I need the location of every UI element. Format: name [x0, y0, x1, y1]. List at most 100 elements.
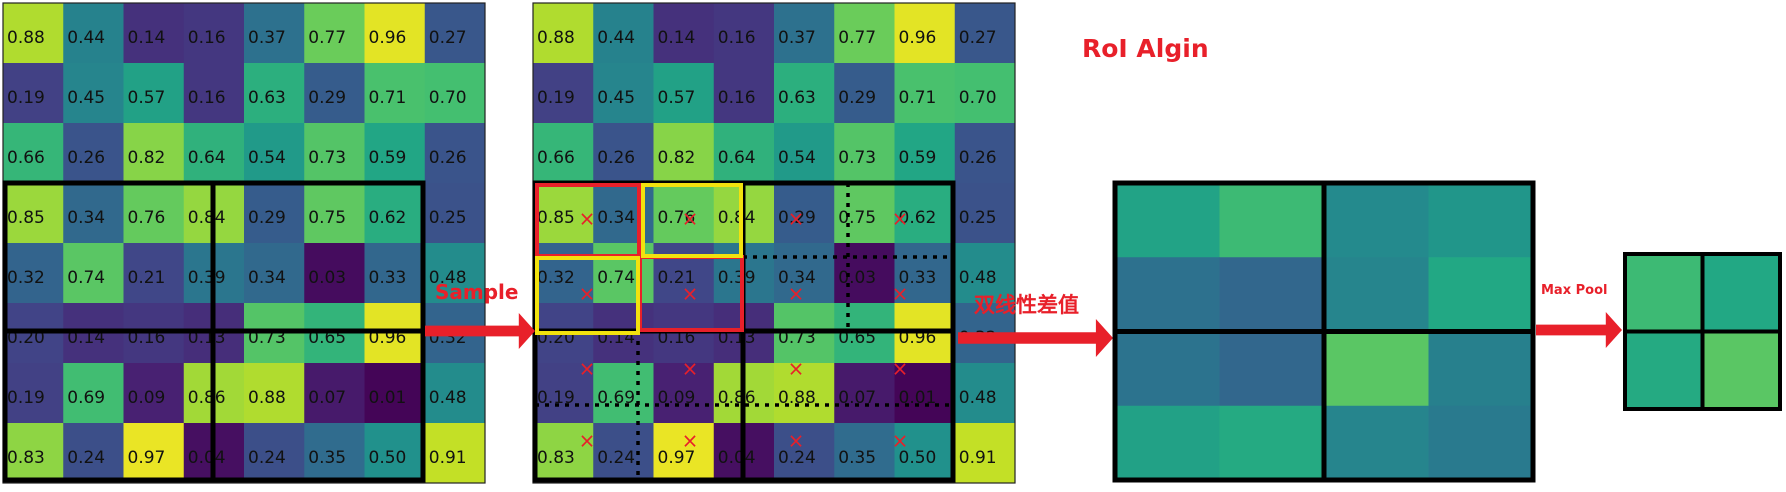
cell-value: 0.35 [308, 448, 346, 468]
cell-value: 0.37 [248, 28, 286, 48]
feature-cell [834, 123, 895, 184]
feature-cell [123, 183, 185, 244]
feature-cell [244, 363, 305, 424]
feature-cell [63, 3, 124, 64]
feature-cell [304, 63, 365, 124]
sampled-cell [1428, 405, 1534, 481]
cell-value: 0.69 [67, 388, 105, 408]
cell-value: 0.88 [7, 28, 45, 48]
cell-value: 0.73 [838, 148, 876, 168]
cell-value: 0.86 [718, 388, 756, 408]
sample-point-marker: × [892, 429, 909, 453]
feature-cell [533, 183, 594, 244]
bilinear-label: 双线性差值 [974, 293, 1079, 317]
feature-cell [593, 63, 654, 124]
sampled-cell [1115, 257, 1220, 332]
cell-value: 0.85 [537, 208, 575, 228]
feature-cell [364, 3, 426, 64]
cell-value: 0.25 [429, 208, 467, 228]
cell-value: 0.29 [838, 88, 876, 108]
cell-value: 0.14 [658, 28, 696, 48]
feature-cell [3, 63, 64, 124]
cell-value: 0.66 [537, 148, 575, 168]
feature-cell [774, 183, 835, 244]
feature-cell [834, 183, 895, 244]
feature-cell [424, 3, 486, 64]
feature-cell [244, 3, 305, 64]
sampled-cell [1324, 183, 1429, 258]
feature-cell [424, 183, 486, 244]
feature-cell [954, 183, 1016, 244]
feature-cell [533, 243, 594, 304]
feature-cell [713, 3, 775, 64]
feature-cell [894, 183, 956, 244]
cell-value: 0.01 [369, 388, 407, 408]
cell-value: 0.59 [369, 148, 407, 168]
feature-cell [774, 123, 835, 184]
sample-point-marker: × [788, 282, 805, 306]
feature-cell [3, 243, 64, 304]
cell-value: 0.88 [778, 388, 816, 408]
feature-cell [894, 63, 956, 124]
feature-cell [894, 3, 956, 64]
cell-value: 0.26 [67, 148, 105, 168]
sampled-cell [1428, 331, 1534, 407]
feature-cell [653, 183, 715, 244]
sample-point-marker: × [579, 282, 596, 306]
cell-value: 0.09 [128, 388, 166, 408]
feature-cell [364, 63, 426, 124]
cell-value: 0.29 [308, 88, 346, 108]
pooled-cell [1625, 254, 1703, 332]
cell-value: 0.04 [188, 448, 226, 468]
feature-cell [123, 3, 185, 64]
cell-value: 0.97 [658, 448, 696, 468]
cell-value: 0.54 [248, 148, 286, 168]
sample-point-marker: × [788, 207, 805, 231]
cell-value: 0.91 [959, 448, 997, 468]
cell-value: 0.62 [899, 208, 937, 228]
cell-value: 0.62 [369, 208, 407, 228]
cell-value: 0.71 [369, 88, 407, 108]
sampled-cell [1324, 331, 1429, 407]
feature-cell [3, 3, 64, 64]
cell-value: 0.85 [7, 208, 45, 228]
cell-value: 0.75 [838, 208, 876, 228]
feature-cell [244, 63, 305, 124]
cell-value: 0.74 [67, 268, 105, 288]
feature-cell [774, 423, 835, 484]
sampled-cell [1324, 405, 1429, 481]
cell-value: 0.45 [597, 88, 635, 108]
cell-value: 0.64 [718, 148, 756, 168]
feature-cell [533, 3, 594, 64]
interp-cell-yellow [535, 256, 640, 335]
cell-value: 0.63 [248, 88, 286, 108]
cell-value: 0.24 [248, 448, 286, 468]
cell-value: 0.16 [188, 88, 226, 108]
feature-cell [183, 123, 245, 184]
feature-cell [954, 3, 1016, 64]
cell-value: 0.82 [658, 148, 696, 168]
cell-value: 0.88 [248, 388, 286, 408]
feature-cell [653, 243, 715, 304]
feature-cell [304, 123, 365, 184]
sampled-cell [1115, 405, 1220, 481]
cell-value: 0.44 [597, 28, 635, 48]
sample-point-marker: × [682, 282, 699, 306]
cell-value: 0.34 [597, 208, 635, 228]
sampled-cell [1219, 331, 1325, 407]
cell-value: 0.26 [429, 148, 467, 168]
sample-point-marker: × [579, 207, 596, 231]
feature-cell [364, 243, 426, 304]
sample-point-marker: × [788, 429, 805, 453]
cell-value: 0.48 [429, 268, 467, 288]
feature-cell [63, 123, 124, 184]
interp-cell-yellow [641, 183, 743, 258]
sample-label: Sample [435, 280, 519, 304]
cell-value: 0.69 [597, 388, 635, 408]
cell-value: 0.96 [899, 28, 937, 48]
cell-value: 0.07 [308, 388, 346, 408]
feature-cell [713, 63, 775, 124]
cell-value: 0.71 [899, 88, 937, 108]
feature-cell [3, 363, 64, 424]
feature-cell [63, 63, 124, 124]
